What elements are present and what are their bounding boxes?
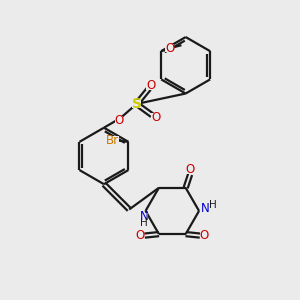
Text: N: N: [140, 210, 148, 224]
Bar: [136, 231, 144, 240]
Text: O: O: [136, 229, 145, 242]
Bar: [146, 81, 155, 90]
Text: O: O: [114, 114, 123, 127]
Bar: [165, 44, 174, 52]
Text: S: S: [132, 97, 142, 111]
Bar: [105, 136, 119, 145]
Bar: [152, 113, 160, 122]
Bar: [140, 213, 148, 221]
Text: Br: Br: [106, 134, 118, 147]
Text: O: O: [151, 111, 160, 124]
Bar: [133, 100, 141, 108]
Text: O: O: [200, 229, 209, 242]
Bar: [201, 204, 210, 213]
Text: H: H: [140, 218, 148, 228]
Text: O: O: [146, 79, 155, 92]
Bar: [115, 116, 123, 125]
Text: O: O: [165, 42, 174, 55]
Text: O: O: [185, 164, 195, 176]
Bar: [200, 231, 208, 240]
Text: N: N: [201, 202, 210, 215]
Bar: [186, 166, 194, 174]
Text: H: H: [208, 200, 216, 210]
